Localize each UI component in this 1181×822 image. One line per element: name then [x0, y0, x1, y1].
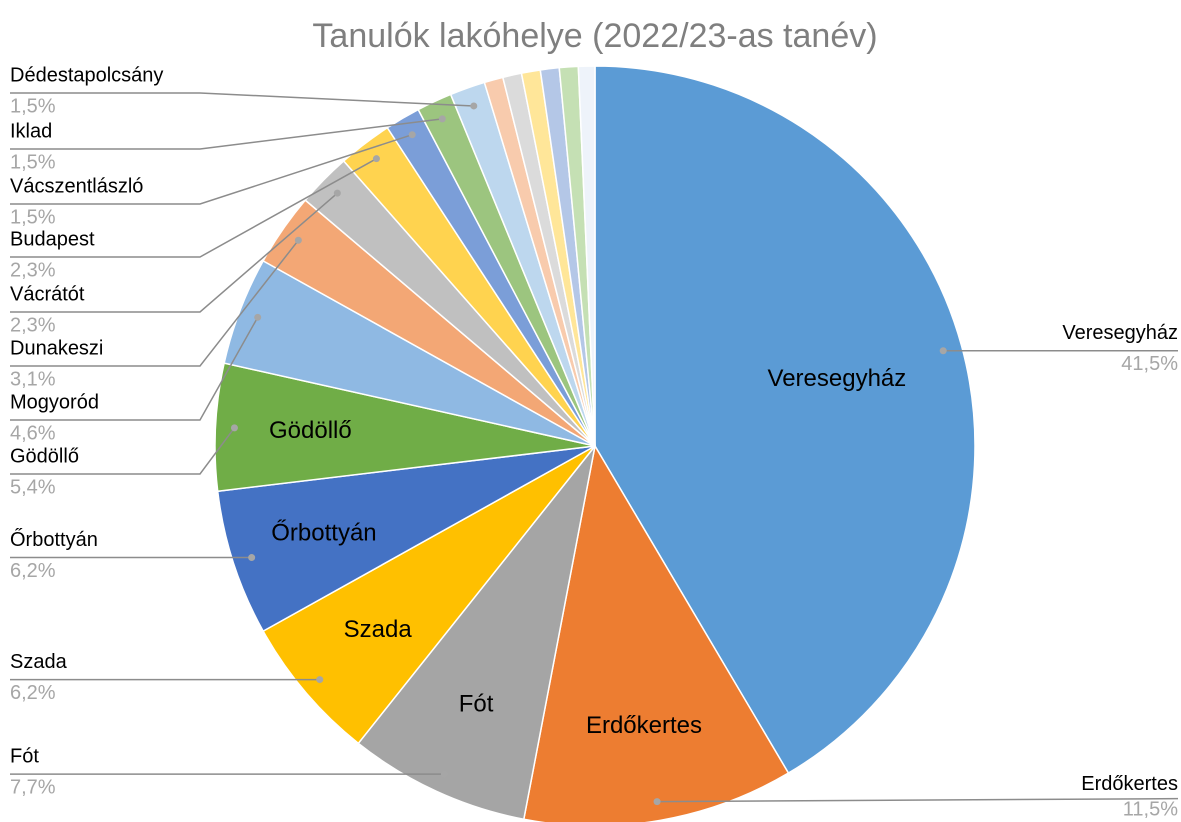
slice-label: Erdőkertes	[586, 712, 702, 739]
leader-line	[10, 133, 413, 205]
category-label: Szada	[10, 651, 68, 673]
leader-dot	[294, 236, 302, 244]
leader-dot	[440, 770, 448, 778]
value-label: 1,5%	[10, 206, 56, 228]
category-label: Erdőkertes	[1081, 773, 1178, 795]
leader-dot	[438, 115, 446, 123]
value-label: 11,5%	[1123, 798, 1178, 820]
value-label: 2,3%	[10, 314, 56, 336]
slice-label: Szada	[344, 616, 413, 643]
category-label: Őrbottyán	[10, 528, 98, 551]
category-label: Gödöllő	[10, 445, 79, 467]
slice	[522, 443, 790, 822]
slice-label: Veresegyház	[768, 365, 907, 392]
leader-dot	[230, 424, 238, 432]
slice	[577, 65, 596, 447]
leader-dot	[372, 155, 380, 163]
chart-title: Tanulók lakóhelye (2022/23-as tanév)	[312, 17, 877, 55]
category-label: Veresegyház	[1062, 322, 1178, 344]
leader-dot	[408, 131, 416, 139]
slice	[357, 445, 596, 821]
category-label: Fót	[10, 745, 39, 767]
leader-dot	[254, 313, 262, 321]
slice-label: Gödöllő	[269, 417, 352, 444]
slice	[262, 445, 596, 745]
leader-line	[10, 92, 474, 107]
slice-label: Fót	[459, 690, 494, 717]
leader-dot	[316, 676, 324, 684]
leader-dot	[248, 554, 256, 562]
category-label: Budapest	[10, 228, 95, 250]
leader-dot	[470, 102, 478, 110]
value-label: 7,7%	[10, 776, 56, 798]
value-label: 5,4%	[10, 476, 56, 498]
category-label: Iklad	[10, 120, 52, 142]
leader-dot	[939, 347, 947, 355]
leader-line	[10, 192, 338, 313]
leader-line	[10, 158, 377, 258]
leader-dot	[333, 189, 341, 197]
value-label: 41,5%	[1121, 353, 1178, 375]
value-label: 2,3%	[10, 259, 56, 281]
category-label: Dunakeszi	[10, 337, 103, 359]
leader-line	[10, 118, 443, 150]
slice	[594, 65, 976, 775]
value-label: 6,2%	[10, 560, 56, 582]
leader-line	[10, 239, 299, 367]
value-label: 1,5%	[10, 151, 56, 173]
leader-line	[657, 797, 1179, 803]
slice	[216, 445, 596, 633]
value-label: 1,5%	[10, 95, 56, 117]
leader-dot	[653, 798, 661, 806]
leader-line	[10, 427, 236, 475]
slice-label: Őrbottyán	[271, 519, 376, 546]
leader-line	[10, 316, 259, 421]
category-label: Dédestapolcsány	[10, 64, 163, 86]
value-label: 4,6%	[10, 422, 56, 444]
value-label: 3,1%	[10, 368, 56, 390]
category-label: Vácszentlászló	[10, 175, 143, 197]
category-label: Mogyoród	[10, 391, 99, 413]
category-label: Vácrátót	[10, 283, 85, 305]
value-label: 6,2%	[10, 682, 56, 704]
